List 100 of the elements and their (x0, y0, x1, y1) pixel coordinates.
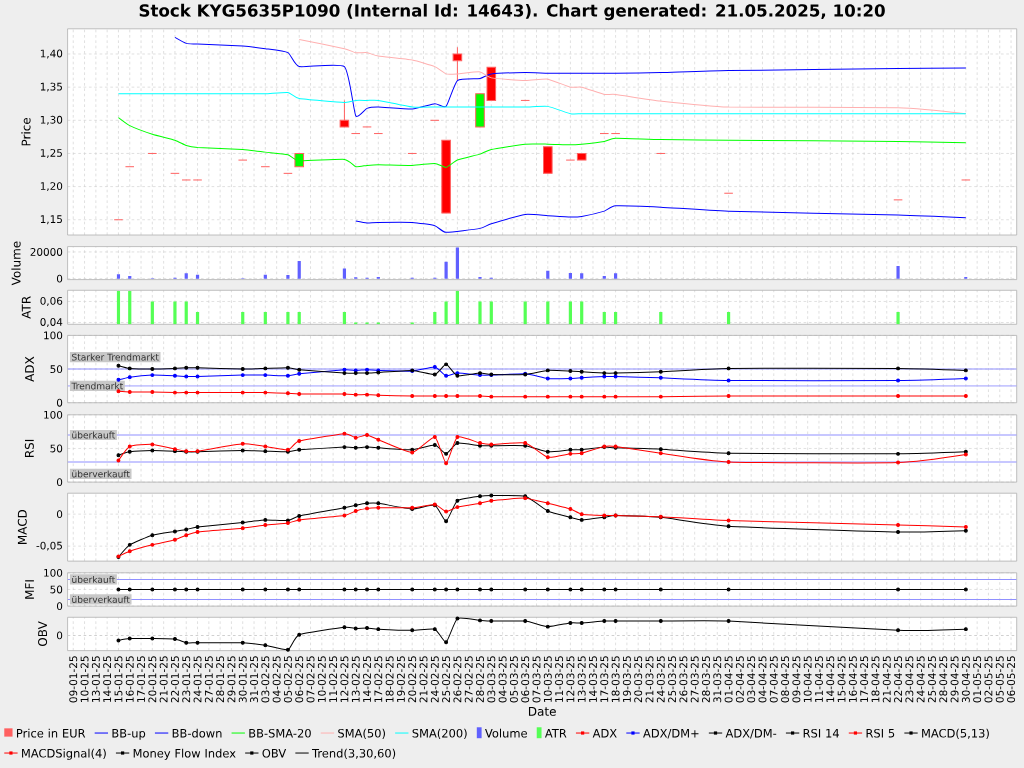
x-tick-label: 26-02-25 (453, 656, 462, 703)
y-axis-title: ATR (21, 296, 31, 319)
x-tick-label: 07-03-25 (532, 656, 541, 703)
x-tick-label: 27-01-25 (204, 656, 213, 703)
y-tick-label: 1,35 (40, 82, 62, 92)
x-tick-label: 21-04-25 (882, 656, 891, 703)
x-axis-title: Date (528, 706, 556, 716)
y-tick-label: 1,30 (40, 115, 63, 125)
legend-label: Volume (485, 728, 527, 738)
x-tick-label: 02-05-25 (984, 656, 993, 703)
x-tick-label: 11-03-25 (555, 656, 564, 702)
x-tick-label: 22-04-25 (894, 656, 903, 703)
ref-line-label: Starker Trendmarkt (72, 353, 159, 361)
y-tick-label: 0 (56, 510, 63, 519)
y-axis-title: Volume (11, 241, 21, 286)
y-axis-title: MACD (17, 509, 27, 544)
x-tick-label: 17-02-25 (374, 656, 383, 702)
legend-label: BB-down (172, 728, 222, 738)
x-tick-label: 09-04-25 (792, 656, 801, 703)
legend-label: Price in EUR (17, 728, 86, 738)
x-tick-label: 26-03-25 (679, 656, 688, 703)
x-tick-label: 27-03-25 (690, 656, 699, 703)
x-tick-label: 29-01-25 (227, 656, 236, 703)
ref-line-label: überkauft (72, 575, 116, 583)
legend-label: ATR (544, 729, 567, 738)
x-tick-label: 16-04-25 (848, 656, 857, 702)
legend-label: SMA(50) (338, 728, 385, 739)
legend-label: RSI 5 (866, 728, 895, 738)
chart-title: Stock KYG5635P1090 (Internal Id: 14643). Chart generated: 21.05.2025, 10:20 (139, 3, 885, 21)
x-tick-label: 10-04-25 (803, 656, 812, 702)
y-tick-label: 50 (50, 585, 63, 594)
y-tick-label: 0 (56, 274, 63, 283)
x-tick-label: 07-02-25 (306, 656, 315, 703)
x-tick-label: 31-01-25 (250, 656, 259, 703)
ref-line-label: überverkauft (72, 595, 130, 603)
x-tick-label: 25-04-25 (927, 656, 936, 703)
x-tick-label: 03-02-25 (261, 656, 270, 703)
x-tick-label: 31-03-25 (713, 656, 722, 703)
x-tick-label: 04-03-25 (498, 656, 507, 703)
x-tick-label: 08-04-25 (781, 656, 790, 703)
x-tick-label: 27-02-25 (464, 656, 473, 703)
y-tick-label: 50 (50, 365, 63, 373)
x-tick-label: 09-01-25 (69, 656, 78, 703)
x-tick-label: 05-05-25 (995, 656, 1004, 703)
x-tick-label: 06-02-25 (295, 656, 304, 703)
x-tick-label: 22-01-25 (170, 656, 179, 703)
y-tick-label: 1,20 (40, 182, 63, 192)
x-tick-label: 14-04-25 (826, 656, 835, 702)
x-tick-label: 10-03-25 (543, 656, 552, 702)
x-tick-label: 21-02-25 (419, 656, 428, 703)
legend-label: MACD(5,13) (922, 728, 989, 739)
x-tick-label: 10-01-25 (80, 656, 89, 702)
y-axis-title: OBV (38, 621, 48, 647)
legend-label: RSI 14 (803, 728, 839, 738)
x-tick-label: 23-04-25 (905, 656, 914, 703)
x-tick-label: 06-05-25 (1007, 656, 1016, 703)
legend-label: SMA(200) (412, 728, 467, 739)
x-tick-label: 28-03-25 (701, 656, 710, 703)
x-tick-label: 14-02-25 (363, 656, 371, 702)
x-tick-label: 07-04-25 (769, 656, 778, 703)
x-tick-label: 06-03-25 (521, 656, 530, 703)
x-tick-label: 04-04-25 (758, 656, 767, 703)
x-tick-label: 24-02-25 (430, 656, 439, 703)
ref-line-label: überkauft (72, 431, 116, 439)
x-tick-label: 14-03-25 (589, 656, 597, 702)
x-tick-label: 20-01-25 (148, 656, 157, 703)
x-tick-label: 01-05-25 (973, 656, 982, 703)
x-tick-label: 15-04-25 (837, 656, 846, 702)
x-tick-label: 05-03-25 (509, 656, 518, 703)
y-tick-label: 50 (50, 444, 63, 453)
y-tick-label: 1,25 (40, 148, 62, 158)
x-tick-label: 12-02-25 (340, 656, 349, 702)
x-tick-label: 29-04-25 (950, 656, 959, 703)
y-tick-label: 0 (56, 398, 63, 407)
x-tick-label: 28-02-25 (476, 656, 484, 703)
x-tick-label: 21-03-25 (645, 656, 654, 703)
x-tick-label: 02-04-25 (735, 656, 744, 703)
x-tick-label: 13-03-25 (577, 656, 586, 702)
y-tick-label: 1,15 (40, 215, 62, 225)
legend-label: ADX (592, 729, 617, 738)
x-tick-label: 20-03-25 (634, 656, 643, 703)
x-tick-label: 18-04-25 (871, 656, 880, 702)
x-tick-label: 01-04-25 (724, 656, 733, 703)
x-tick-label: 14-01-25 (103, 656, 112, 702)
x-tick-label: 16-01-25 (125, 656, 134, 702)
x-tick-label: 15-01-25 (114, 656, 123, 702)
x-tick-label: 11-02-25 (329, 656, 338, 702)
y-axis-title: ADX (25, 356, 34, 382)
x-tick-label: 23-01-25 (182, 656, 191, 703)
x-tick-label: 03-03-25 (487, 656, 496, 703)
legend-label: OBV (262, 748, 287, 758)
legend-label: ADX/DM- (725, 729, 777, 739)
x-tick-label: 12-03-25 (566, 656, 575, 702)
y-tick-label: 0 (56, 478, 63, 487)
x-tick-label: 05-02-25 (283, 656, 292, 703)
x-tick-label: 21-01-25 (159, 656, 168, 703)
legend-label: Money Flow Index (133, 748, 236, 760)
y-axis-title: MFI (25, 580, 34, 599)
y-tick-label: 100 (44, 568, 63, 577)
legend-label: BB-up (112, 729, 146, 740)
